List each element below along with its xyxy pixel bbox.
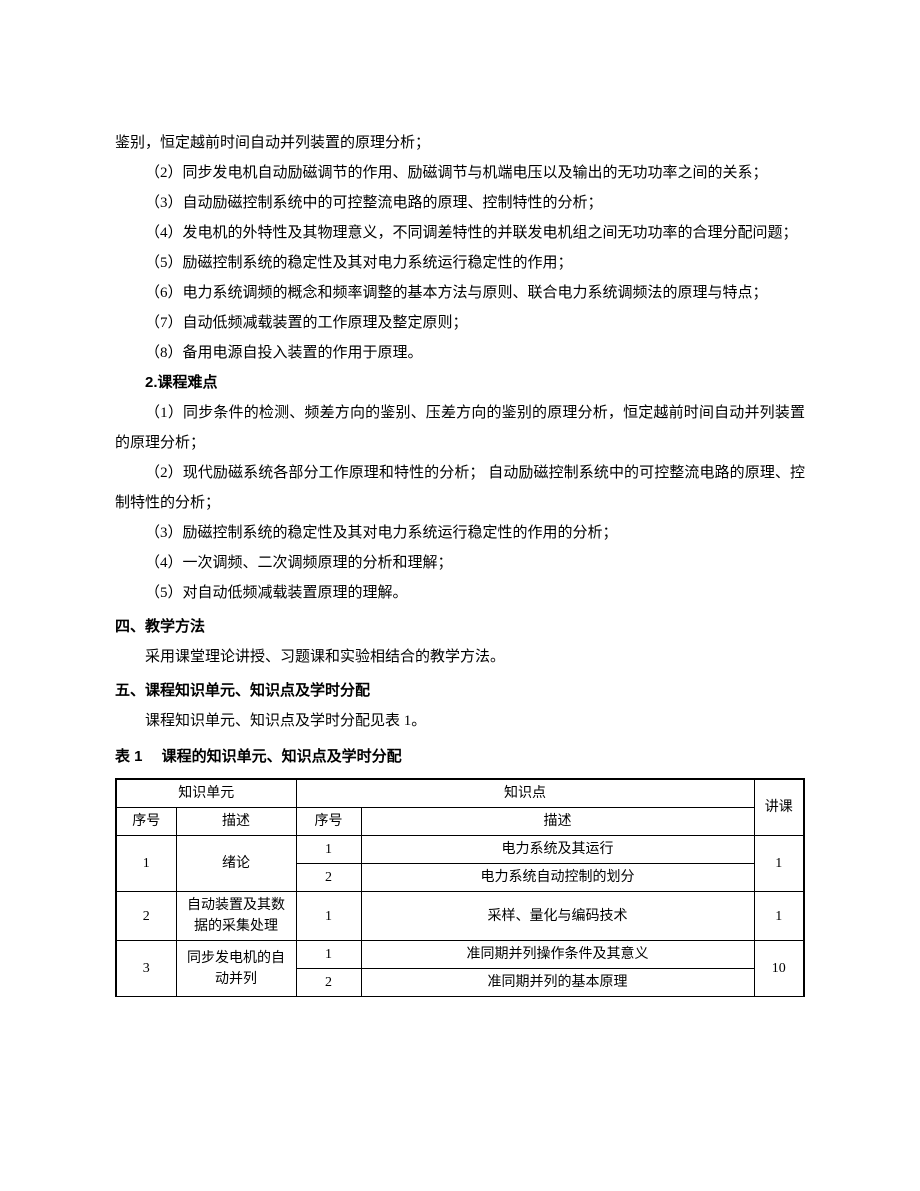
table-header-unit: 知识单元 (116, 779, 296, 808)
table-cell-point-desc: 准同期并列操作条件及其意义 (361, 941, 754, 969)
table-cell-hours: 10 (754, 941, 804, 997)
paragraph-item: （8）备用电源自投入装置的作用于原理。 (115, 338, 805, 368)
table-header-point: 知识点 (296, 779, 754, 808)
table-cell-unit-desc: 自动装置及其数据的采集处理 (176, 892, 296, 941)
table-header-desc: 描述 (176, 808, 296, 836)
paragraph-item: （3）励磁控制系统的稳定性及其对电力系统运行稳定性的作用的分析； (115, 518, 805, 548)
table-cell-unit-desc: 绪论 (176, 836, 296, 892)
table-header-desc: 描述 (361, 808, 754, 836)
table-header-seq: 序号 (116, 808, 176, 836)
section-title-methods: 四、教学方法 (115, 612, 805, 642)
paragraph-item: （3）自动励磁控制系统中的可控整流电路的原理、控制特性的分析； (115, 188, 805, 218)
subsection-title-difficulties: 2.课程难点 (115, 368, 805, 398)
table-cell-point-desc: 电力系统及其运行 (361, 836, 754, 864)
course-units-table: 知识单元 知识点 讲课 序号 描述 序号 描述 1 绪论 1 电力系统及其运行 … (115, 778, 805, 997)
paragraph-item: （4）一次调频、二次调频原理的分析和理解； (115, 548, 805, 578)
table-cell-unit-desc: 同步发电机的自动并列 (176, 941, 296, 997)
table-caption: 表 1 课程的知识单元、知识点及学时分配 (115, 742, 805, 772)
table-cell-point-seq: 1 (296, 836, 361, 864)
table-cell-point-desc: 电力系统自动控制的划分 (361, 864, 754, 892)
paragraph-item: （6）电力系统调频的概念和频率调整的基本方法与原则、联合电力系统调频法的原理与特… (115, 278, 805, 308)
table-cell-hours: 1 (754, 892, 804, 941)
table-cell-point-seq: 1 (296, 941, 361, 969)
table-header-hours: 讲课 (754, 779, 804, 836)
paragraph-item: （2）同步发电机自动励磁调节的作用、励磁调节与机端电压以及输出的无功功率之间的关… (115, 158, 805, 188)
table-cell-point-seq: 1 (296, 892, 361, 941)
paragraph-item: （2）现代励磁系统各部分工作原理和特性的分析； 自动励磁控制系统中的可控整流电路… (115, 458, 805, 518)
table-cell-point-desc: 采样、量化与编码技术 (361, 892, 754, 941)
paragraph-item: 课程知识单元、知识点及学时分配见表 1。 (115, 706, 805, 736)
table-cell-point-desc: 准同期并列的基本原理 (361, 969, 754, 997)
table-cell-point-seq: 2 (296, 969, 361, 997)
paragraph-item: （4）发电机的外特性及其物理意义，不同调差特性的并联发电机组之间无功功率的合理分… (115, 218, 805, 248)
section-title-units: 五、课程知识单元、知识点及学时分配 (115, 676, 805, 706)
table-cell-point-seq: 2 (296, 864, 361, 892)
paragraph-continuation: 鉴别，恒定越前时间自动并列装置的原理分析； (115, 128, 805, 158)
table-cell-unit-seq: 3 (116, 941, 176, 997)
paragraph-item: （7）自动低频减载装置的工作原理及整定原则； (115, 308, 805, 338)
paragraph-item: （1）同步条件的检测、频差方向的鉴别、压差方向的鉴别的原理分析，恒定越前时间自动… (115, 398, 805, 458)
paragraph-item: （5）励磁控制系统的稳定性及其对电力系统运行稳定性的作用； (115, 248, 805, 278)
table-cell-unit-seq: 2 (116, 892, 176, 941)
paragraph-item: 采用课堂理论讲授、习题课和实验相结合的教学方法。 (115, 642, 805, 672)
table-cell-unit-seq: 1 (116, 836, 176, 892)
table-cell-hours: 1 (754, 836, 804, 892)
table-header-seq: 序号 (296, 808, 361, 836)
paragraph-item: （5）对自动低频减载装置原理的理解。 (115, 578, 805, 608)
